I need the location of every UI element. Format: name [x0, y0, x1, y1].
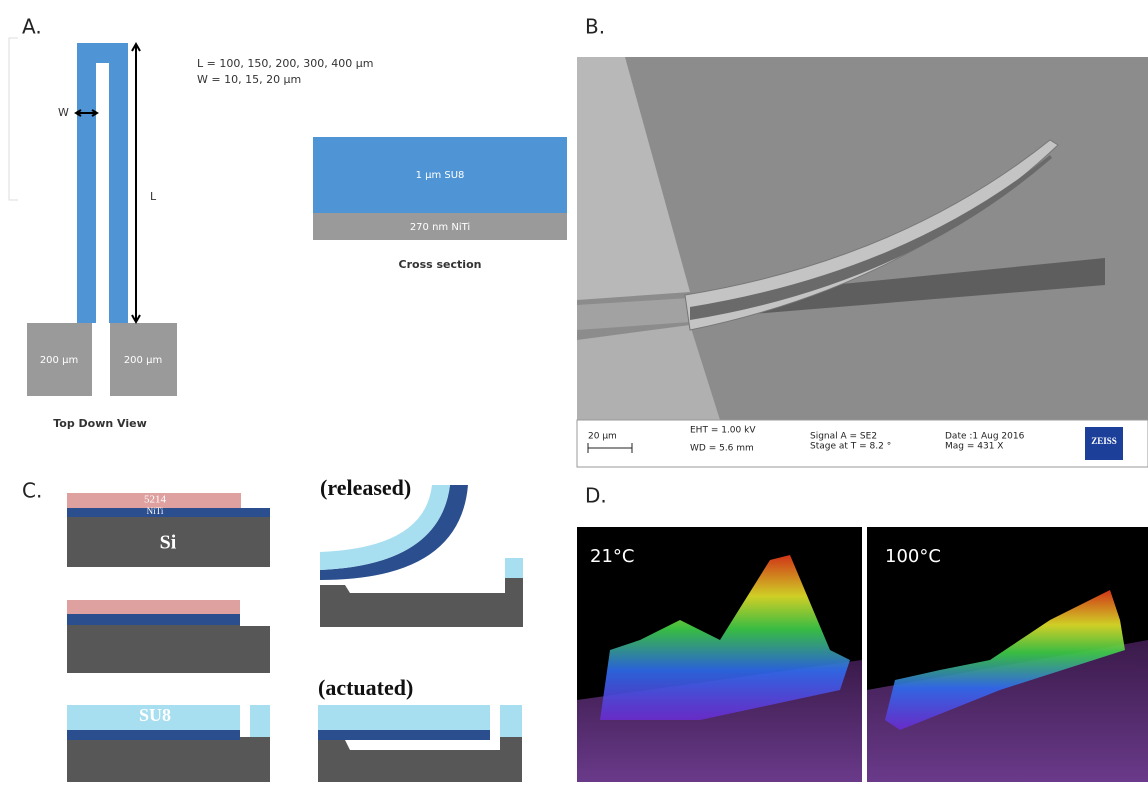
bracket	[9, 38, 18, 200]
su8-layer	[318, 705, 490, 730]
sem-text: Mag = 431 X	[945, 442, 1003, 452]
panel-label: A.	[22, 15, 42, 39]
logo-text: ZEISS	[1091, 436, 1117, 446]
si-layer	[67, 737, 270, 782]
state-label: (released)	[320, 475, 411, 500]
pad-label: 200 µm	[124, 355, 162, 366]
su8-layer	[505, 558, 523, 578]
niti-layer	[67, 730, 240, 740]
u-gap	[96, 63, 109, 323]
param-text: W = 10, 15, 20 µm	[197, 73, 301, 86]
state-label: (actuated)	[318, 675, 413, 700]
layer-label: NiTi	[147, 506, 164, 516]
panel-c: C. 5214 NiTi Si SU8 (released) (actuated…	[22, 475, 523, 782]
panel-label: C.	[22, 479, 42, 503]
width-marker: W	[58, 106, 69, 119]
layer-label: 1 µm SU8	[416, 170, 465, 181]
niti-layer	[318, 730, 490, 740]
resist-layer	[67, 600, 240, 614]
panel-d: D. 21°C 100°C	[577, 484, 1148, 783]
panel-label: D.	[585, 484, 607, 508]
sem-text: WD = 5.6 mm	[690, 444, 754, 454]
length-arrow	[132, 44, 140, 322]
panel-a: A. 200 µm 200 µm L W L = 100, 150, 200, …	[9, 15, 567, 431]
panel-label: B.	[585, 15, 605, 39]
sem-text: Date :1 Aug 2016	[945, 432, 1025, 442]
sem-text: 20 µm	[588, 432, 617, 442]
si-layer	[320, 578, 523, 627]
sem-text: Stage at T = 8.2 °	[810, 442, 891, 452]
param-text: L = 100, 150, 200, 300, 400 µm	[197, 57, 374, 70]
niti-layer	[67, 508, 270, 517]
pad-label: 200 µm	[40, 355, 78, 366]
layer-label: SU8	[139, 705, 171, 725]
temperature-label: 21°C	[590, 546, 634, 567]
caption: Top Down View	[53, 417, 147, 430]
sem-text: Signal A = SE2	[810, 432, 877, 442]
si-layer	[67, 625, 270, 673]
sem-text: EHT = 1.00 kV	[690, 426, 756, 436]
su8-layer	[500, 705, 522, 737]
su8-layer	[250, 705, 270, 737]
length-marker: L	[150, 190, 157, 203]
layer-label: 5214	[144, 494, 167, 506]
layer-label: 270 nm NiTi	[410, 222, 470, 233]
figure: A. 200 µm 200 µm L W L = 100, 150, 200, …	[0, 0, 1148, 782]
niti-layer	[67, 614, 240, 625]
si-layer	[318, 737, 522, 782]
temperature-label: 100°C	[885, 546, 941, 567]
panel-b: B. 20 µm EHT = 1.00 kV WD = 5.6 mm Signa…	[577, 15, 1148, 468]
layer-label: Si	[160, 532, 177, 554]
caption: Cross section	[399, 258, 482, 271]
